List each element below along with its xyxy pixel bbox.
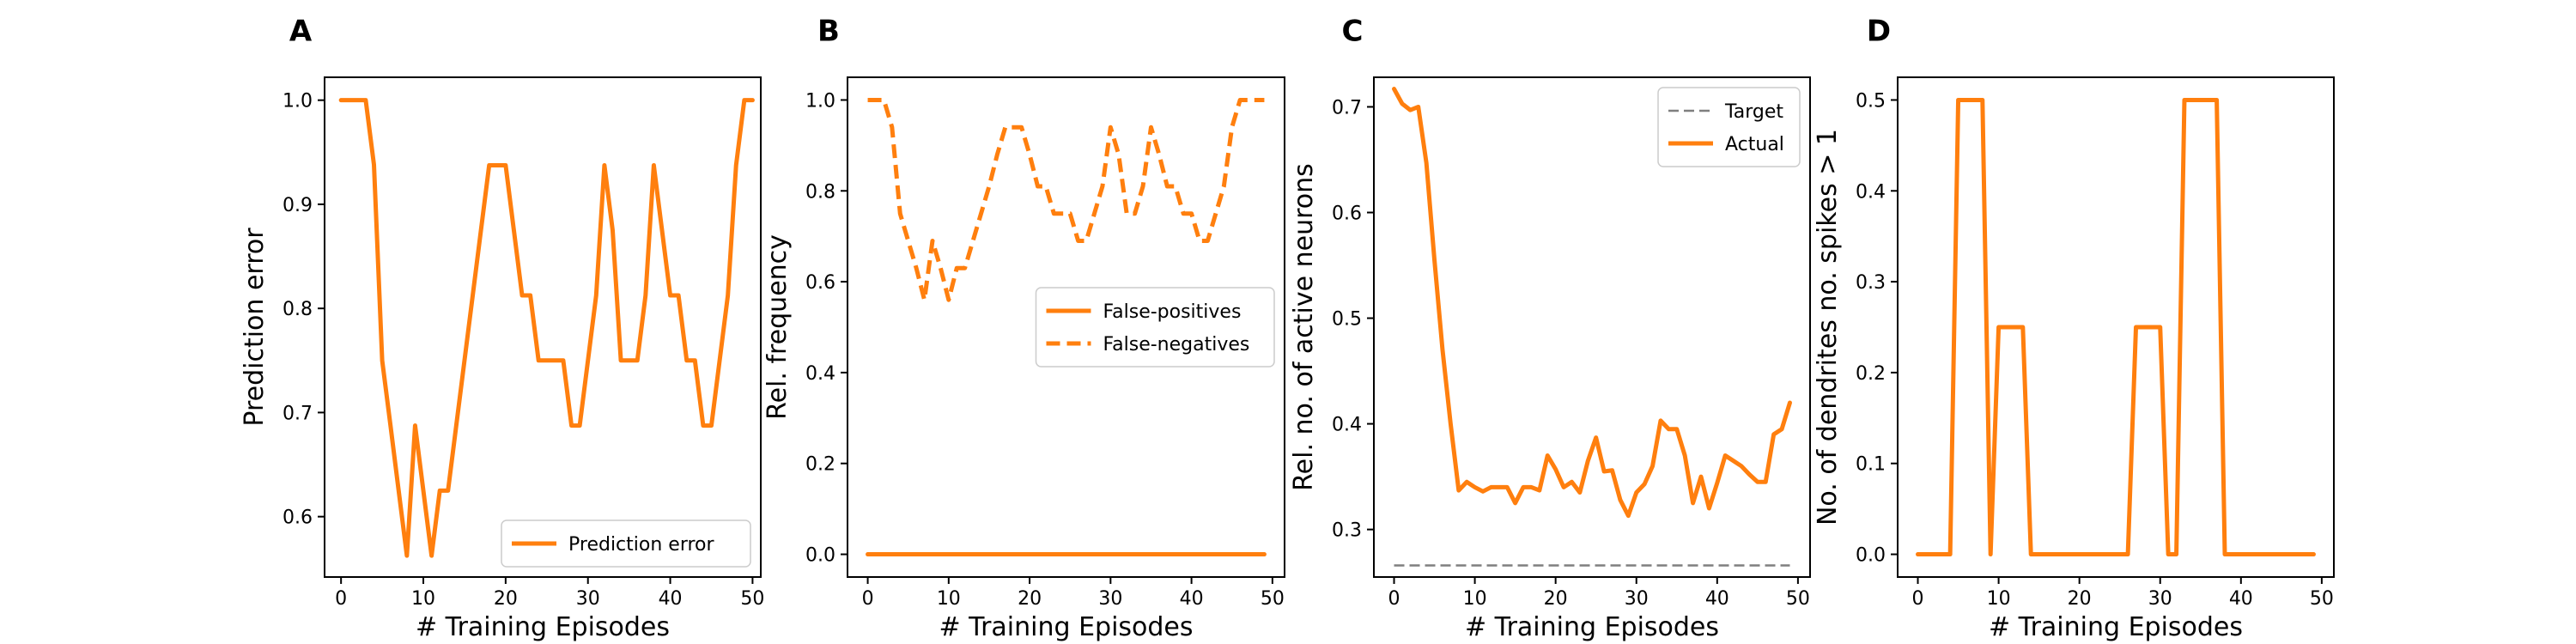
x-axis-label: # Training Episodes: [1989, 612, 2243, 642]
x-tick-label: 10: [1987, 588, 2011, 610]
y-tick-label: 0.9: [283, 195, 313, 216]
plot-frame: [324, 76, 762, 578]
panel-a: A 0 10 20 30 40 50 0.6 0.7 0.8 0.9 1.0 # Training Ep…: [240, 15, 764, 643]
plot-frame: [1373, 76, 1811, 578]
series-line-false-negatives: [867, 97, 1265, 302]
legend-box: [501, 519, 751, 568]
x-tick-label: 20: [494, 588, 518, 610]
y-tick-label: 1.0: [805, 90, 835, 112]
x-tick-label: 10: [937, 588, 961, 610]
legend: Target Actual: [1657, 87, 1801, 167]
x-axis-label: # Training Episodes: [1465, 612, 1719, 642]
legend-label: Prediction error: [568, 534, 714, 556]
y-tick-label: 0.0: [805, 545, 835, 567]
y-tick-label: 0.8: [805, 181, 835, 203]
y-tick-label: 0.3: [1332, 520, 1362, 542]
y-axis-label: Rel. frequency: [762, 234, 793, 420]
y-tick-label: 0.4: [1856, 181, 1886, 203]
y-axis-label: Prediction error: [240, 228, 270, 427]
plot-frame: [1897, 76, 2335, 578]
panel-d: D 0 10 20 30 40 50 0.0 0.1 0.2 0.3 0.4 0.5 # Training…: [1813, 15, 2335, 642]
x-tick-label: 0: [1388, 588, 1400, 610]
plot-frame: [847, 76, 1285, 578]
series-line-actual: [1392, 87, 1792, 519]
y-tick-label: 0.2: [805, 454, 835, 476]
y-tick-label: 0.2: [1856, 363, 1886, 385]
y-tick-label: 0.5: [1856, 90, 1886, 112]
legend-label: Actual: [1725, 134, 1784, 155]
y-tick-label: 0.6: [805, 272, 835, 294]
x-tick-label: 50: [1786, 588, 1810, 610]
x-tick-label: 10: [411, 588, 435, 610]
x-tick-label: 40: [1705, 588, 1729, 610]
legend-box: [1035, 287, 1275, 368]
y-tick-label: 1.0: [283, 91, 313, 112]
y-tick-label: 0.3: [1856, 272, 1886, 294]
panel-letter: D: [1867, 15, 1891, 49]
x-tick-label: 50: [2310, 588, 2334, 610]
legend-box: [1657, 87, 1801, 167]
x-tick-label: 10: [1463, 588, 1487, 610]
x-tick-label: 20: [1018, 588, 1042, 610]
legend-label: Target: [1724, 101, 1783, 123]
x-tick-label: 40: [1180, 588, 1204, 610]
y-tick-label: 0.6: [283, 507, 313, 529]
legend-label: False-positives: [1103, 301, 1242, 323]
y-tick-label: 0.7: [283, 403, 313, 424]
y-axis-label: Rel. no. of active neurons: [1289, 163, 1319, 491]
series-line-prediction-error: [338, 98, 755, 558]
x-tick-label: 30: [2148, 588, 2172, 610]
x-tick-label: 20: [1544, 588, 1568, 610]
y-tick-label: 0.4: [805, 363, 835, 385]
legend: False-positives False-negatives: [1035, 287, 1275, 368]
panel-letter: C: [1342, 15, 1364, 49]
y-tick-label: 0.8: [283, 299, 313, 320]
x-axis-label: # Training Episodes: [416, 612, 670, 642]
y-tick-label: 0.4: [1332, 415, 1362, 436]
x-tick-label: 40: [659, 588, 683, 610]
y-tick-label: 0.1: [1856, 454, 1886, 476]
y-tick-label: 0.5: [1332, 309, 1362, 331]
x-tick-label: 0: [1912, 588, 1924, 610]
panel-c: C 0 10 20 30 40 50 0.3 0.4 0.5 0.6 0.7 # Training Ep…: [1289, 15, 1811, 642]
series-line-data: [1916, 97, 2316, 557]
x-tick-label: 30: [1625, 588, 1649, 610]
y-tick-label: 0.0: [1856, 545, 1886, 567]
panel-letter: A: [289, 15, 313, 49]
y-axis-label: No. of dendrites no. spikes > 1: [1813, 129, 1843, 526]
panel-letter: B: [817, 15, 840, 49]
x-tick-label: 20: [2068, 588, 2092, 610]
x-tick-label: 30: [576, 588, 600, 610]
x-tick-label: 30: [1098, 588, 1122, 610]
y-tick-label: 0.6: [1332, 203, 1362, 224]
x-tick-label: 40: [2229, 588, 2253, 610]
legend-label: False-negatives: [1103, 334, 1250, 355]
legend: Prediction error: [501, 519, 751, 568]
x-tick-label: 50: [1261, 588, 1285, 610]
panel-b: B 0 10 20 30 40 50 0.0 0.2 0.4 0.6 0.8 1.0 # Training…: [762, 15, 1285, 642]
x-tick-label: 0: [862, 588, 874, 610]
y-tick-label: 0.7: [1332, 97, 1362, 118]
x-axis-label: # Training Episodes: [939, 612, 1193, 642]
x-tick-label: 50: [740, 588, 764, 610]
x-tick-label: 0: [335, 588, 347, 610]
